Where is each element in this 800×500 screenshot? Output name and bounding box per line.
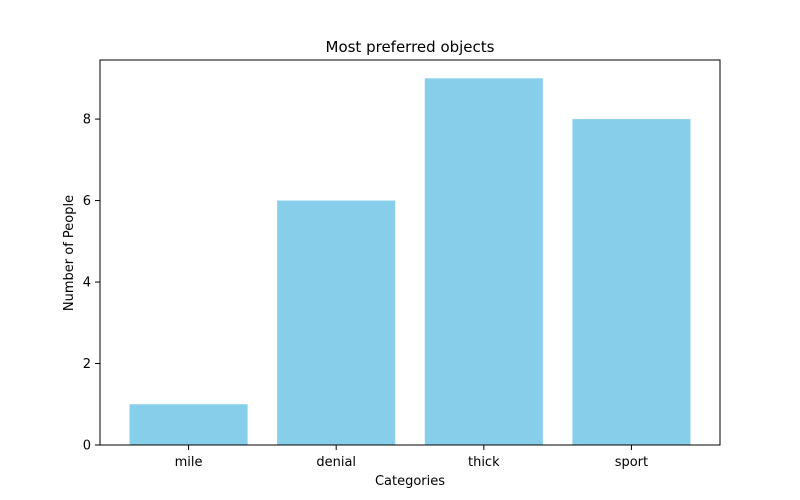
x-tick-label-sport: sport <box>615 455 648 470</box>
y-axis-label: Number of People <box>62 195 77 311</box>
chart-title: Most preferred objects <box>326 38 495 56</box>
bar-denial <box>277 200 396 445</box>
y-tick-label-4: 4 <box>83 276 91 291</box>
bar-sport <box>572 119 691 446</box>
x-tick-label-mile: mile <box>175 455 203 470</box>
y-tick-label-2: 2 <box>83 357 91 372</box>
y-tick-label-0: 0 <box>83 439 91 454</box>
plot-frame <box>99 59 721 446</box>
bar-thick <box>424 78 543 445</box>
y-tick-label-6: 6 <box>83 194 91 209</box>
x-tick-label-denial: denial <box>316 455 356 470</box>
bars-layer <box>129 78 691 446</box>
x-tick-label-thick: thick <box>468 455 500 470</box>
axes-layer: mile denial thick sport 0 2 4 6 8 <box>83 59 721 470</box>
bar-mile <box>129 404 248 445</box>
x-axis-label: Categories <box>375 474 445 489</box>
y-tick-label-8: 8 <box>83 113 91 128</box>
